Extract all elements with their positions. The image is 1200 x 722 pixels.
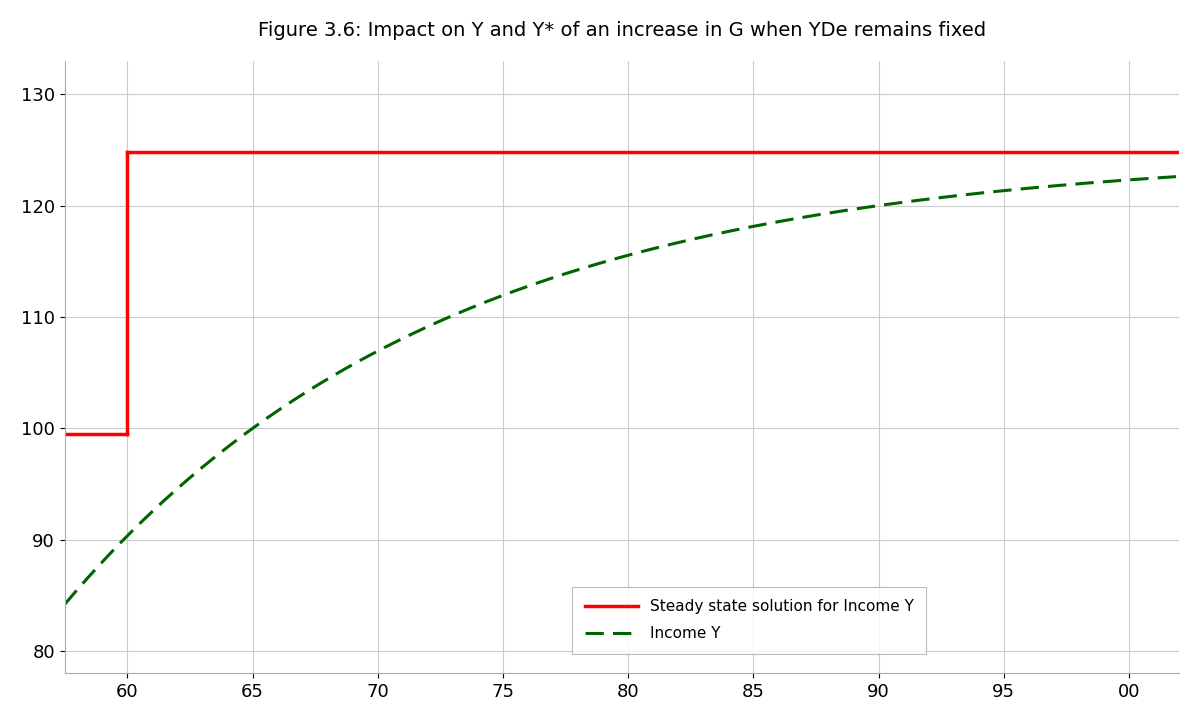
Title: Figure 3.6: Impact on Y and Y* of an increase in G when YDe remains fixed: Figure 3.6: Impact on Y and Y* of an inc…: [258, 21, 986, 40]
Legend: Steady state solution for Income Y, Income Y: Steady state solution for Income Y, Inco…: [572, 587, 926, 653]
